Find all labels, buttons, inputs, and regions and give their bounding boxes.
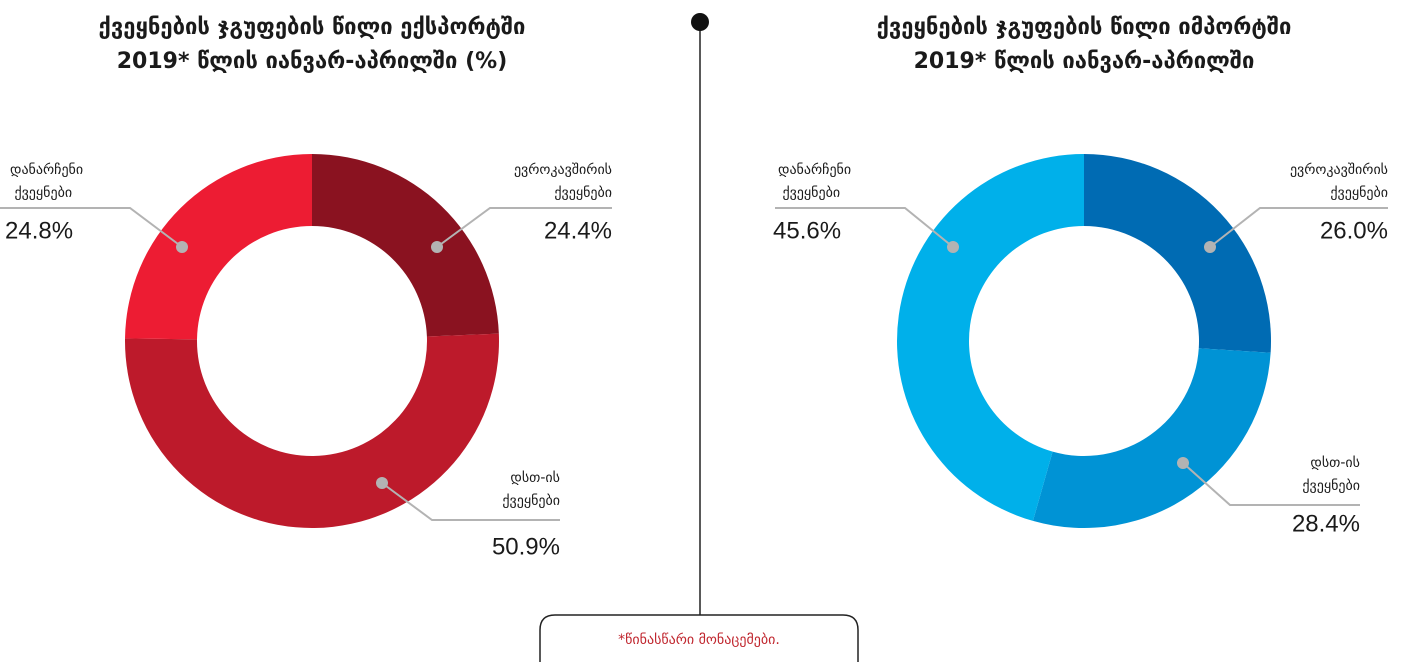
category-label: დსთ-ის ქვეყნები [498, 470, 560, 509]
leader-dot [947, 241, 959, 253]
footnote: *წინასწარი მონაცემები. [618, 631, 780, 648]
value-label: 50.9% [492, 533, 560, 560]
leader-line [381, 482, 560, 521]
chart-subtitle: 2019* წლის იანვარ-აპრილში (%) [117, 49, 508, 74]
chart-title: ქვეყნების ჯგუფების წილი ექსპორტში [99, 15, 526, 40]
category-label: დსთ-ის ქვეყნები [1298, 455, 1360, 494]
leader-dot [1204, 241, 1216, 253]
leader-dot [176, 241, 188, 253]
donut-slice [1084, 154, 1271, 353]
donut-slice [125, 333, 499, 529]
donut-slice [312, 154, 499, 337]
leader-line [1209, 207, 1388, 248]
donut-slice [897, 154, 1084, 521]
donut-slice [125, 154, 312, 340]
leader-dot [431, 241, 443, 253]
value-label: 24.8% [5, 217, 73, 244]
leader-line [436, 207, 612, 248]
leader-line [775, 207, 954, 248]
divider-dot [691, 13, 709, 31]
leader-dot [376, 477, 388, 489]
value-label: 45.6% [773, 217, 841, 244]
category-label: ევროკავშირის ქვეყნები [1290, 161, 1388, 201]
leader-line [1182, 462, 1360, 506]
value-label: 28.4% [1292, 510, 1360, 537]
donut-slice [1032, 348, 1271, 528]
footnote-box [539, 614, 859, 662]
category-label: დანარჩენი ქვეყნები [778, 161, 851, 201]
chart-subtitle: 2019* წლის იანვარ-აპრილში [914, 49, 1255, 74]
chart-title: ქვეყნების ჯგუფების წილი იმპორტში [877, 15, 1292, 40]
value-label: 24.4% [544, 217, 612, 244]
category-label: დანარჩენი ქვეყნები [10, 161, 83, 201]
category-label: ევროკავშირის ქვეყნები [514, 161, 612, 201]
leader-dot [1177, 457, 1189, 469]
leader-line [0, 207, 183, 248]
value-label: 26.0% [1320, 217, 1388, 244]
